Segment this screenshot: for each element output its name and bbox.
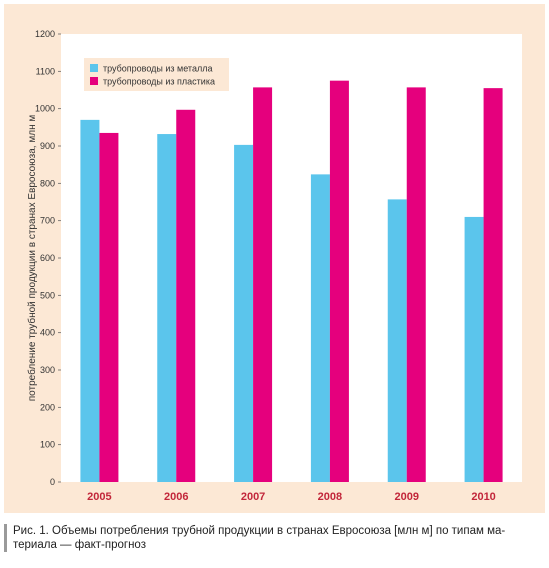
caption-accent-bar — [4, 524, 7, 552]
bar-plastic-2009 — [406, 87, 426, 483]
bar-metal-2007 — [234, 144, 254, 482]
plot-area — [61, 34, 522, 482]
legend: трубопроводы из металла трубопроводы из п… — [84, 58, 229, 91]
y-tick-label: 1200 — [35, 29, 55, 39]
y-tick-label: 100 — [40, 440, 55, 450]
legend-swatch — [90, 64, 98, 72]
x-tick-label: 2008 — [318, 491, 342, 503]
legend-box — [84, 58, 229, 91]
y-tick-label: 400 — [40, 328, 55, 338]
y-tick-label: 600 — [40, 253, 55, 263]
y-axis-title: потребление трубной продукции в странах … — [26, 115, 38, 402]
y-tick-label: 1000 — [35, 104, 55, 114]
bar-plastic-2008 — [329, 80, 349, 483]
legend-swatch — [90, 77, 98, 85]
legend-label: трубопроводы из пластика — [103, 77, 215, 87]
caption-text: Рис. 1. Объемы потребления трубной проду… — [13, 525, 506, 551]
x-tick-label: 2010 — [471, 491, 495, 503]
x-tick-label: 2006 — [164, 491, 188, 503]
y-tick-label: 0 — [50, 477, 55, 487]
y-tick-label: 800 — [40, 178, 55, 188]
y-axis-title-group: потребление трубной продукции в странах … — [26, 115, 38, 402]
y-tick-label: 1100 — [36, 66, 55, 76]
bar-metal-2008 — [310, 174, 330, 482]
chart-panel: потребление трубной продукции в странах … — [4, 4, 545, 513]
bar-metal-2009 — [387, 199, 407, 483]
y-tick-label: 500 — [40, 290, 55, 300]
bar-plastic-2007 — [253, 87, 273, 483]
y-tick-label: 300 — [40, 365, 55, 375]
bar-plastic-2010 — [483, 88, 503, 482]
y-tick-label: 200 — [40, 402, 55, 412]
y-tick-label: 900 — [40, 141, 55, 151]
bar-metal-2005 — [80, 119, 100, 482]
bar-plastic-2005 — [99, 132, 119, 482]
x-tick-label: 2005 — [87, 491, 111, 503]
bar-metal-2010 — [464, 216, 484, 482]
x-tick-label: 2009 — [395, 491, 419, 503]
figure-caption: Рис. 1. Объемы потребления трубной проду… — [4, 524, 545, 552]
y-tick-label: 700 — [40, 216, 55, 226]
bar-plastic-2006 — [176, 109, 196, 482]
bar-chart: потребление трубной продукции в странах … — [4, 4, 545, 513]
x-tick-label: 2007 — [241, 491, 265, 503]
legend-label: трубопроводы из металла — [103, 64, 212, 74]
bar-metal-2006 — [157, 134, 177, 482]
